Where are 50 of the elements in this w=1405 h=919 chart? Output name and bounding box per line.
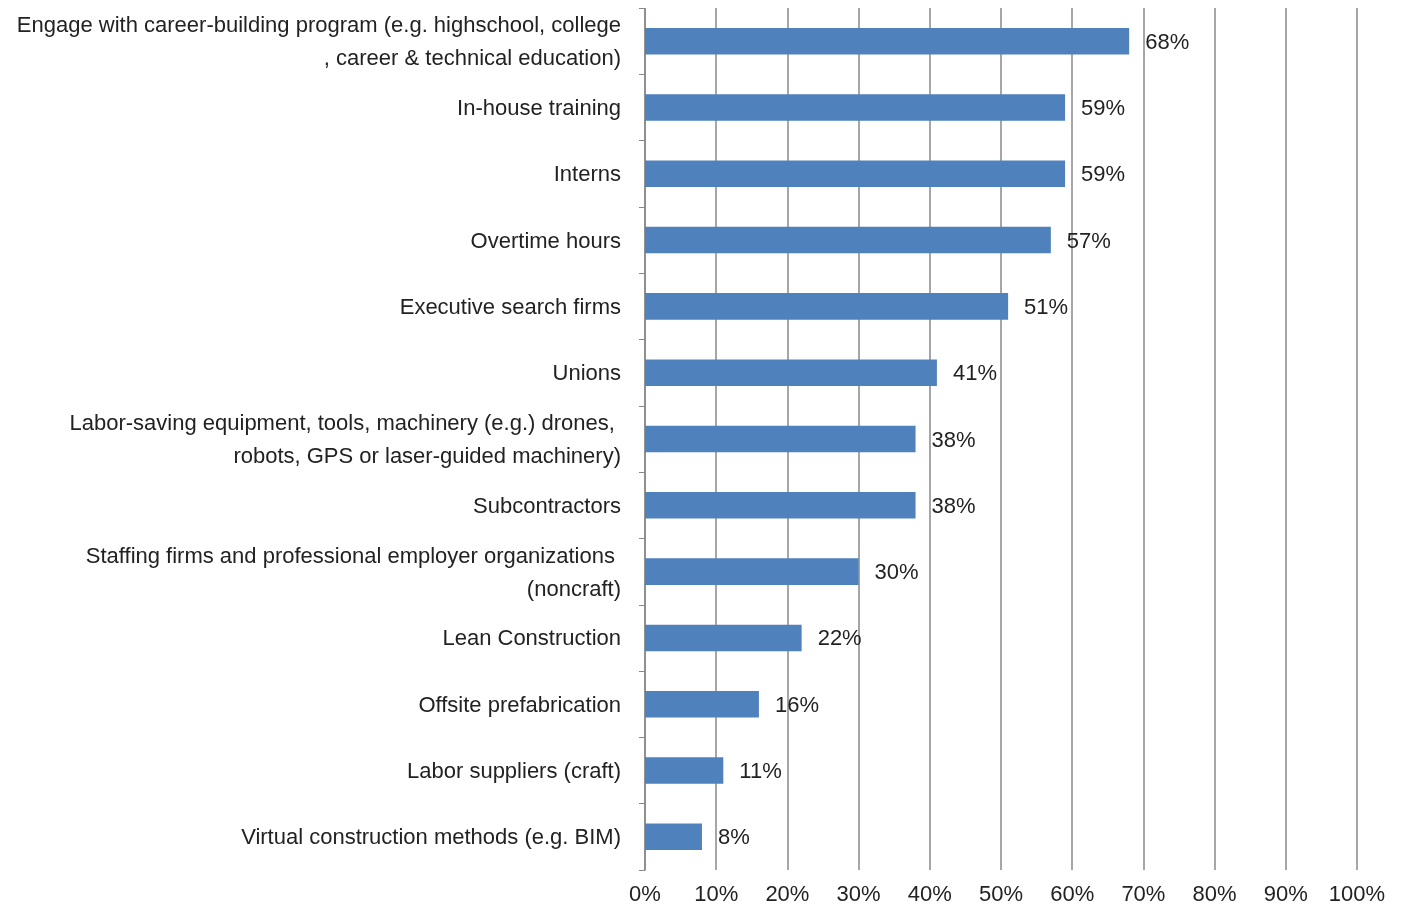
y-tick-label: Unions: [552, 360, 621, 386]
x-tick-label: 50%: [978, 880, 1024, 906]
y-tick-label: Executive search firms: [399, 293, 621, 319]
y-tick-label: Overtime hours: [470, 227, 621, 253]
bar: [645, 823, 702, 851]
x-tick-label: 30%: [836, 880, 881, 906]
data-label: 16%: [774, 691, 819, 717]
data-label: 38%: [931, 426, 976, 452]
y-tick-label: Interns: [553, 161, 621, 187]
y-tick-label: Labor suppliers (craft): [407, 758, 621, 784]
bar: [645, 690, 759, 718]
x-tick-label: 60%: [1050, 880, 1095, 906]
bar: [645, 27, 1130, 55]
bar: [645, 558, 859, 585]
bar: [645, 293, 1009, 320]
data-label: 41%: [952, 360, 997, 386]
data-label: 38%: [931, 492, 976, 518]
bar: [645, 425, 916, 453]
x-tick-label: 20%: [765, 880, 810, 906]
y-tick-label: Subcontractors: [473, 492, 621, 518]
bar: [645, 359, 937, 386]
data-label: 51%: [1024, 293, 1069, 319]
x-tick-label: 40%: [907, 880, 952, 906]
data-label: 22%: [817, 625, 862, 651]
bar: [645, 94, 1066, 121]
y-tick-label: Labor-saving equipment, tools, machinery (e.g.) drones, robots, GPS or laser-guided machinery): [69, 410, 621, 468]
data-label: 57%: [1066, 227, 1111, 253]
x-tick-label: 90%: [1263, 880, 1308, 906]
x-tick-label: 70%: [1121, 880, 1166, 906]
x-tick-label: 100%: [1328, 880, 1386, 906]
bar: [645, 492, 916, 519]
bar: [645, 226, 1051, 254]
y-tick-label: Lean Construction: [442, 625, 621, 651]
bar: [645, 757, 724, 784]
y-tick-label: Engage with career-building program (e.g. highschool, college, career & technical education): [16, 12, 621, 71]
data-label: 68%: [1145, 28, 1190, 54]
y-tick-label: In-house training: [457, 94, 621, 120]
bar: [645, 624, 802, 652]
y-tick-label: Offsite prefabrication: [418, 691, 621, 717]
data-label: 59%: [1081, 161, 1126, 187]
data-label: 11%: [739, 758, 782, 784]
data-label: 8%: [717, 824, 750, 850]
bar: [645, 160, 1066, 188]
y-tick-label: Virtual construction methods (e.g. BIM): [241, 824, 621, 850]
data-label: 30%: [874, 559, 919, 585]
x-tick-label: 80%: [1192, 880, 1237, 906]
data-label: 59%: [1081, 94, 1126, 120]
x-tick-label: 0%: [629, 880, 661, 906]
x-tick-label: 10%: [694, 880, 739, 906]
y-tick-label: Staffing firms and professional employer organizations (noncraft): [85, 542, 621, 601]
